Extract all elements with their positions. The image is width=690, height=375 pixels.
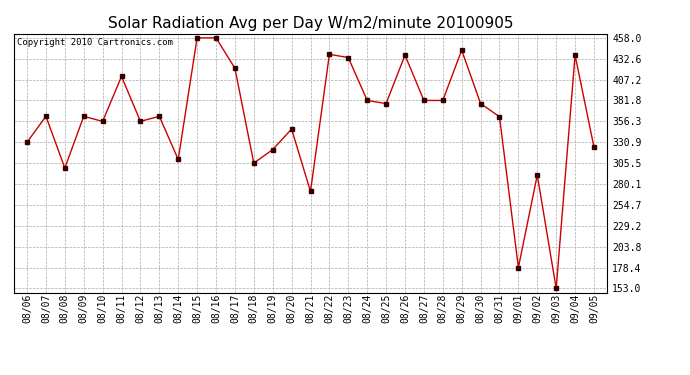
Text: Copyright 2010 Cartronics.com: Copyright 2010 Cartronics.com (17, 38, 172, 46)
Title: Solar Radiation Avg per Day W/m2/minute 20100905: Solar Radiation Avg per Day W/m2/minute … (108, 16, 513, 31)
